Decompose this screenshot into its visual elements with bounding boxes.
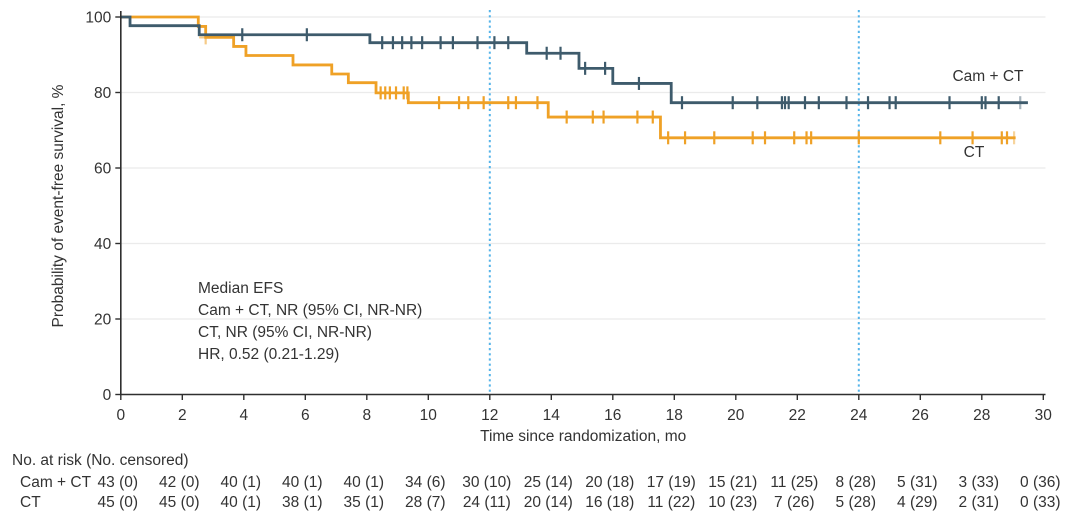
risk-value: 7 (26) bbox=[774, 494, 815, 511]
median-efs-annotation: Median EFS Cam + CT, NR (95% CI, NR-NR) CT… bbox=[198, 280, 422, 363]
x-tick-label-28: 28 bbox=[973, 407, 990, 424]
y-tick-label-80: 80 bbox=[94, 85, 112, 102]
series-cam-ct bbox=[120, 15, 1028, 110]
risk-value: 34 (6) bbox=[405, 474, 446, 491]
x-tick-label-0: 0 bbox=[116, 407, 125, 424]
reference-lines bbox=[488, 10, 860, 394]
annotation-line-4: HR, 0.52 (0.21-1.29) bbox=[198, 346, 339, 363]
y-tick-label-60: 60 bbox=[94, 161, 112, 178]
x-tick-label-22: 22 bbox=[789, 407, 806, 424]
annotation-line-2: Cam + CT, NR (95% CI, NR-NR) bbox=[198, 302, 422, 319]
x-axis-title: Time since randomization, mo bbox=[480, 428, 686, 445]
risk-value: 5 (31) bbox=[897, 474, 938, 491]
risk-value: 35 (1) bbox=[344, 494, 385, 511]
risk-value: 30 (10) bbox=[462, 474, 511, 491]
curve-label-ct: CT bbox=[964, 144, 985, 161]
risk-value: 0 (33) bbox=[1020, 494, 1061, 511]
risk-row-label-ct: CT bbox=[20, 494, 41, 511]
risk-value: 5 (28) bbox=[836, 494, 877, 511]
risk-value: 20 (18) bbox=[585, 474, 634, 491]
y-tick-label-0: 0 bbox=[103, 387, 112, 404]
x-tick-label-10: 10 bbox=[420, 407, 438, 424]
x-tick-label-4: 4 bbox=[239, 407, 248, 424]
risk-value: 24 (11) bbox=[463, 494, 511, 511]
y-tick-label-40: 40 bbox=[94, 236, 112, 253]
y-axis-title: Probability of event-free survival, % bbox=[50, 84, 67, 327]
risk-value: 4 (29) bbox=[897, 494, 938, 511]
risk-value: 40 (1) bbox=[282, 474, 323, 491]
risk-row-label-cam-ct: Cam + CT bbox=[20, 474, 92, 491]
x-tick-label-26: 26 bbox=[912, 407, 929, 424]
risk-value: 28 (7) bbox=[405, 494, 446, 511]
risk-value: 25 (14) bbox=[524, 474, 573, 491]
annotation-line-3: CT, NR (95% CI, NR-NR) bbox=[198, 324, 372, 341]
x-tick-label-8: 8 bbox=[362, 407, 371, 424]
risk-value: 11 (22) bbox=[647, 494, 695, 511]
annotation-line-1: Median EFS bbox=[198, 280, 283, 297]
risk-value: 38 (1) bbox=[282, 494, 323, 511]
x-tick-label-20: 20 bbox=[727, 407, 745, 424]
risk-table-header: No. at risk (No. censored) bbox=[12, 452, 189, 469]
risk-value: 11 (25) bbox=[770, 474, 818, 491]
gridlines bbox=[120, 16, 1046, 320]
risk-value: 17 (19) bbox=[647, 474, 696, 491]
x-tick-label-2: 2 bbox=[178, 407, 187, 424]
risk-value: 2 (31) bbox=[959, 494, 1000, 511]
censor-plus-ct bbox=[199, 30, 213, 45]
curve-label-cam-ct: Cam + CT bbox=[952, 68, 1024, 85]
risk-value: 40 (1) bbox=[221, 494, 262, 511]
x-tick-label-14: 14 bbox=[543, 407, 561, 424]
risk-value: 40 (1) bbox=[221, 474, 262, 491]
risk-value: 16 (18) bbox=[585, 494, 634, 511]
risk-value: 42 (0) bbox=[159, 474, 200, 491]
x-tick-label-12: 12 bbox=[481, 407, 498, 424]
risk-table: No. at risk (No. censored) Cam + CT 43 (0)… bbox=[12, 452, 1061, 511]
risk-value: 43 (0) bbox=[98, 474, 139, 491]
risk-value: 3 (33) bbox=[959, 474, 1000, 491]
x-tick-label-6: 6 bbox=[301, 407, 310, 424]
y-tick-label-20: 20 bbox=[94, 312, 112, 329]
risk-value: 10 (23) bbox=[708, 494, 757, 511]
risk-value: 15 (21) bbox=[708, 474, 757, 491]
x-tick-label-30: 30 bbox=[1035, 407, 1053, 424]
x-tick-label-16: 16 bbox=[604, 407, 621, 424]
x-tick-label-18: 18 bbox=[666, 407, 683, 424]
km-curve-cam-ct bbox=[120, 15, 1028, 105]
risk-value: 8 (28) bbox=[836, 474, 877, 491]
y-tick-label-100: 100 bbox=[85, 10, 111, 27]
risk-value: 45 (0) bbox=[98, 494, 139, 511]
risk-value: 40 (1) bbox=[344, 474, 385, 491]
x-tick-label-24: 24 bbox=[850, 407, 868, 424]
risk-value: 45 (0) bbox=[159, 494, 200, 511]
risk-value: 20 (14) bbox=[524, 494, 573, 511]
risk-value: 0 (36) bbox=[1020, 474, 1061, 491]
